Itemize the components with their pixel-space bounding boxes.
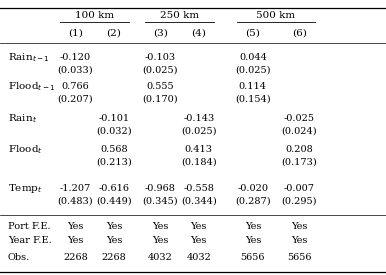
Text: 500 km: 500 km bbox=[256, 11, 296, 20]
Text: 0.555: 0.555 bbox=[146, 82, 174, 91]
Text: -0.025: -0.025 bbox=[284, 114, 315, 123]
Text: -0.020: -0.020 bbox=[237, 184, 268, 193]
Text: 4032: 4032 bbox=[148, 253, 173, 262]
Text: (0.032): (0.032) bbox=[96, 126, 132, 135]
Text: (3): (3) bbox=[153, 29, 168, 37]
Text: (0.154): (0.154) bbox=[235, 95, 271, 103]
Text: (0.033): (0.033) bbox=[58, 66, 93, 75]
Text: (5): (5) bbox=[245, 29, 260, 37]
Text: (0.025): (0.025) bbox=[142, 66, 178, 75]
Text: 0.568: 0.568 bbox=[100, 145, 128, 154]
Text: Temp$_{t}$: Temp$_{t}$ bbox=[8, 182, 42, 195]
Text: 0.114: 0.114 bbox=[239, 82, 267, 91]
Text: Port F.E.: Port F.E. bbox=[8, 222, 50, 231]
Text: 2268: 2268 bbox=[102, 253, 126, 262]
Text: Yes: Yes bbox=[245, 236, 261, 245]
Text: Yes: Yes bbox=[291, 222, 307, 231]
Text: 5656: 5656 bbox=[287, 253, 312, 262]
Text: Rain$_{t}$: Rain$_{t}$ bbox=[8, 112, 37, 125]
Text: (0.449): (0.449) bbox=[96, 196, 132, 205]
Text: (0.207): (0.207) bbox=[58, 95, 93, 103]
Text: -0.103: -0.103 bbox=[145, 53, 176, 62]
Text: (4): (4) bbox=[191, 29, 206, 37]
Text: 4032: 4032 bbox=[186, 253, 211, 262]
Text: (1): (1) bbox=[68, 29, 83, 37]
Text: Yes: Yes bbox=[245, 222, 261, 231]
Text: Yes: Yes bbox=[67, 222, 83, 231]
Text: -0.007: -0.007 bbox=[284, 184, 315, 193]
Text: 5656: 5656 bbox=[240, 253, 265, 262]
Text: -0.101: -0.101 bbox=[98, 114, 129, 123]
Text: Year F.E.: Year F.E. bbox=[8, 236, 51, 245]
Text: (0.213): (0.213) bbox=[96, 158, 132, 167]
Text: (0.295): (0.295) bbox=[281, 196, 317, 205]
Text: (0.184): (0.184) bbox=[181, 158, 217, 167]
Text: -0.143: -0.143 bbox=[183, 114, 214, 123]
Text: (0.287): (0.287) bbox=[235, 196, 271, 205]
Text: Yes: Yes bbox=[152, 222, 168, 231]
Text: 2268: 2268 bbox=[63, 253, 88, 262]
Text: 0.044: 0.044 bbox=[239, 53, 267, 62]
Text: -0.616: -0.616 bbox=[98, 184, 129, 193]
Text: Rain$_{t-1}$: Rain$_{t-1}$ bbox=[8, 51, 49, 64]
Text: (6): (6) bbox=[292, 29, 306, 37]
Text: Yes: Yes bbox=[106, 222, 122, 231]
Text: -0.558: -0.558 bbox=[183, 184, 214, 193]
Text: (0.344): (0.344) bbox=[181, 196, 217, 205]
Text: Flood$_{t}$: Flood$_{t}$ bbox=[8, 144, 42, 156]
Text: -0.968: -0.968 bbox=[145, 184, 176, 193]
Text: (0.025): (0.025) bbox=[235, 66, 271, 75]
Text: 0.208: 0.208 bbox=[285, 145, 313, 154]
Text: 0.413: 0.413 bbox=[185, 145, 213, 154]
Text: Yes: Yes bbox=[152, 236, 168, 245]
Text: Obs.: Obs. bbox=[8, 253, 30, 262]
Text: 0.766: 0.766 bbox=[61, 82, 89, 91]
Text: (2): (2) bbox=[107, 29, 121, 37]
Text: Flood$_{t-1}$: Flood$_{t-1}$ bbox=[8, 80, 55, 93]
Text: (0.483): (0.483) bbox=[58, 196, 93, 205]
Text: Yes: Yes bbox=[67, 236, 83, 245]
Text: (0.024): (0.024) bbox=[281, 126, 317, 135]
Text: Yes: Yes bbox=[106, 236, 122, 245]
Text: (0.025): (0.025) bbox=[181, 126, 217, 135]
Text: -0.120: -0.120 bbox=[60, 53, 91, 62]
Text: 250 km: 250 km bbox=[160, 11, 199, 20]
Text: 100 km: 100 km bbox=[75, 11, 114, 20]
Text: Yes: Yes bbox=[191, 222, 207, 231]
Text: Yes: Yes bbox=[291, 236, 307, 245]
Text: Yes: Yes bbox=[191, 236, 207, 245]
Text: (0.170): (0.170) bbox=[142, 95, 178, 103]
Text: (0.173): (0.173) bbox=[281, 158, 317, 167]
Text: -1.207: -1.207 bbox=[60, 184, 91, 193]
Text: (0.345): (0.345) bbox=[142, 196, 178, 205]
